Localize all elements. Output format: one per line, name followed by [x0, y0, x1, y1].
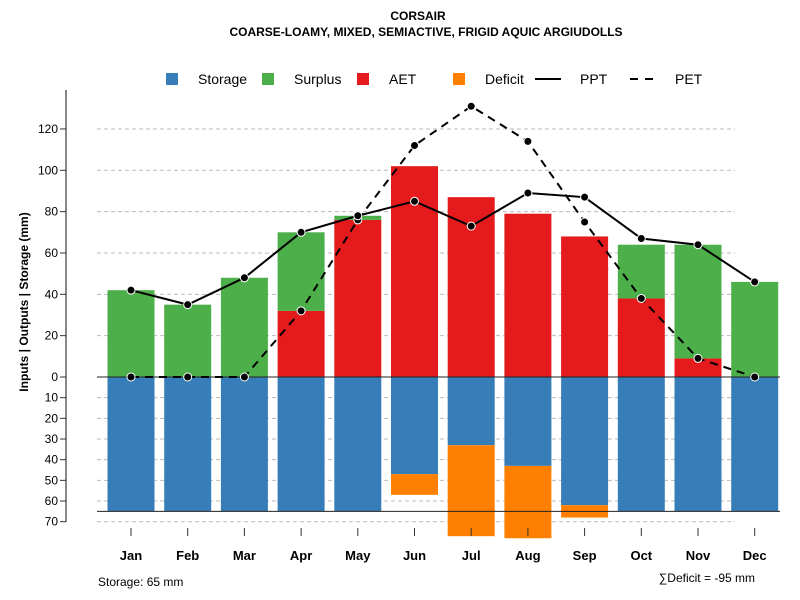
- x-tick-label: Jun: [403, 548, 426, 563]
- y-tick-label: 120: [38, 122, 58, 136]
- ppt-point: [296, 227, 306, 237]
- pet-point: [466, 101, 476, 111]
- surplus-bar: [220, 277, 268, 377]
- legend-swatch-deficit: [453, 73, 465, 85]
- pet-point: [183, 372, 193, 382]
- surplus-bar: [107, 290, 155, 377]
- y-tick-label: 0: [51, 370, 58, 384]
- x-tick-label: Dec: [743, 548, 767, 563]
- pet-point: [636, 293, 646, 303]
- deficit-bar: [447, 445, 495, 537]
- y-tick-label: 100: [38, 163, 58, 177]
- storage-bar: [107, 377, 155, 512]
- deficit-note: ∑Deficit = -95 mm: [659, 571, 755, 585]
- y-tick-label: 50: [45, 473, 59, 487]
- ppt-point: [466, 221, 476, 231]
- x-tick-label: Jul: [462, 548, 481, 563]
- y-tick-label: 20: [45, 411, 59, 425]
- y-tick-label: 60: [45, 494, 59, 508]
- pet-point: [523, 136, 533, 146]
- y-tick-label: 40: [45, 287, 59, 301]
- surplus-bar: [164, 304, 212, 377]
- deficit-bar: [504, 465, 552, 539]
- chart-title: CORSAIR: [390, 9, 446, 23]
- pet-point: [580, 217, 590, 227]
- axes: 0 20 40 60 80 100 120 10 20 30 40 50 60 70 Jan Feb Mar Ap…: [38, 90, 767, 563]
- ppt-point: [693, 240, 703, 250]
- legend: Storage Surplus AET Deficit PPT PET: [166, 71, 703, 87]
- storage-bar: [391, 377, 438, 475]
- pet-point: [693, 353, 703, 363]
- deficit-bar: [391, 474, 438, 495]
- storage-bar: [220, 377, 268, 512]
- x-tick-label: Apr: [290, 548, 312, 563]
- storage-bar: [674, 377, 722, 512]
- y-tick-label: 10: [45, 391, 59, 405]
- x-tick-label: May: [345, 548, 371, 563]
- x-tick-label: Jan: [120, 548, 142, 563]
- storage-bar: [334, 377, 382, 512]
- legend-label: AET: [389, 71, 417, 87]
- pet-point: [410, 140, 419, 150]
- y-tick-label: 60: [45, 246, 59, 260]
- aet-bar: [674, 358, 722, 377]
- ppt-point: [239, 273, 249, 283]
- surplus-bar: [617, 244, 665, 299]
- surplus-bar: [674, 244, 722, 359]
- y-tick-label: 30: [45, 432, 59, 446]
- legend-label: PET: [675, 71, 703, 87]
- ppt-point: [636, 234, 646, 244]
- x-tick-label: Aug: [515, 548, 540, 563]
- storage-bar: [617, 377, 665, 512]
- y-tick-label: 80: [45, 205, 59, 219]
- legend-label: PPT: [580, 71, 608, 87]
- y-tick-label: 20: [45, 329, 59, 343]
- storage-bar: [561, 377, 609, 506]
- x-tick-label: Sep: [573, 548, 597, 563]
- bars: [97, 166, 780, 539]
- ppt-point: [353, 211, 363, 221]
- chart-subtitle: COARSE-LOAMY, MIXED, SEMIACTIVE, FRIGID …: [229, 25, 622, 39]
- storage-bar: [504, 377, 552, 466]
- aet-bar: [504, 213, 552, 377]
- ppt-point: [126, 285, 136, 295]
- surplus-bar: [277, 232, 325, 311]
- x-tick-label: Oct: [630, 548, 652, 563]
- x-tick-label: Mar: [233, 548, 256, 563]
- x-tick-label: Nov: [686, 548, 711, 563]
- pet-point: [126, 372, 136, 382]
- aet-bar: [277, 310, 325, 377]
- y-tick-label: 40: [45, 453, 59, 467]
- pet-line: [131, 105, 756, 378]
- ppt-point: [750, 277, 760, 287]
- ppt-point: [523, 188, 533, 198]
- storage-bar: [731, 377, 779, 512]
- y-axis-label: Inputs | Outputs | Storage (mm): [17, 212, 31, 391]
- storage-bar: [277, 377, 325, 512]
- pet-point: [296, 306, 306, 316]
- pet-point: [239, 372, 249, 382]
- ppt-point: [183, 300, 193, 310]
- y-tick-label: 70: [45, 515, 59, 529]
- aet-bar: [617, 298, 665, 377]
- lines: [126, 101, 760, 382]
- legend-swatch-surplus: [262, 73, 274, 85]
- ppt-line: [130, 192, 756, 306]
- legend-label: Deficit: [485, 71, 524, 87]
- storage-bar: [164, 377, 212, 512]
- ppt-point: [410, 196, 419, 206]
- legend-label: Surplus: [294, 71, 341, 87]
- pet-point: [750, 372, 760, 382]
- storage-bar: [447, 377, 495, 446]
- legend-swatch-aet: [357, 73, 369, 85]
- legend-swatch-storage: [166, 73, 178, 85]
- storage-note: Storage: 65 mm: [98, 575, 183, 589]
- aet-bar: [334, 219, 382, 377]
- x-tick-label: Feb: [176, 548, 199, 563]
- legend-label: Storage: [198, 71, 247, 87]
- surplus-bar: [731, 281, 779, 377]
- ppt-point: [580, 192, 590, 202]
- aet-bar: [561, 236, 609, 377]
